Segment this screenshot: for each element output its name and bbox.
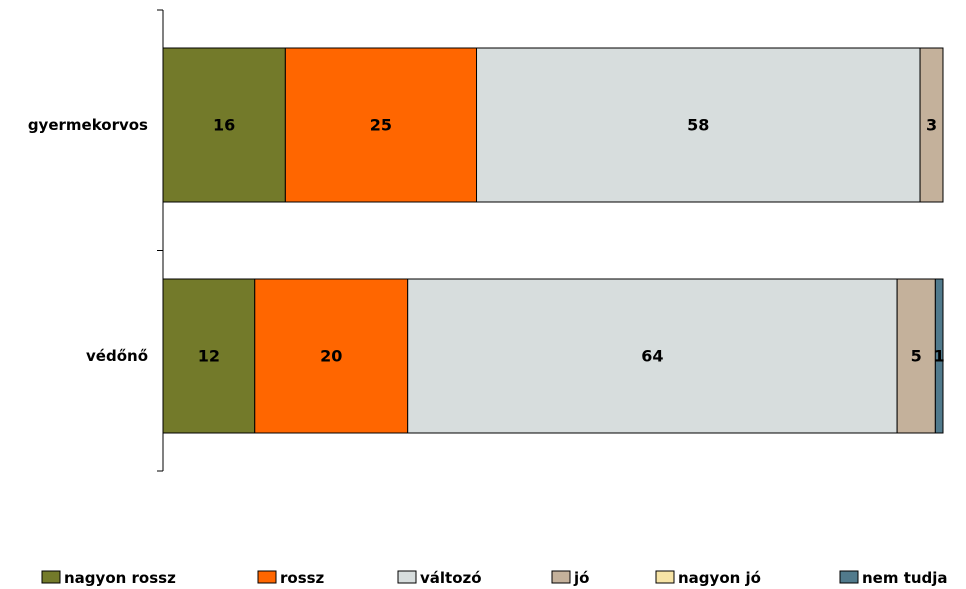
data-label-vedono-jo: 5 [911, 347, 922, 366]
legend-item-nem-tudja: nem tudja [839, 569, 948, 587]
category-labels: gyermekorvos védőnő [28, 116, 148, 365]
data-label-gyermekorvos-jo: 3 [926, 116, 937, 135]
legend-swatch [397, 570, 417, 584]
bar-vedono-nem-tudja [934, 278, 944, 434]
data-label-gyermekorvos-rossz: 25 [370, 116, 392, 135]
category-label-gyermekorvos: gyermekorvos [28, 116, 148, 134]
legend-swatch [551, 570, 571, 584]
legend-swatch [257, 570, 277, 584]
legend-item-valtozo: változó [397, 569, 482, 587]
data-label-vedono-valtozo: 64 [641, 347, 663, 366]
category-axis [157, 9, 164, 472]
legend-label: rossz [280, 569, 325, 587]
bar-gyermekorvos-nagyon-rossz [162, 47, 286, 203]
legend-label: jó [573, 569, 589, 587]
bar-vedono-valtozo [407, 278, 898, 434]
bar-gyermekorvos-valtozo [476, 47, 921, 203]
legend-label: nagyon rossz [64, 569, 176, 587]
legend-label: nagyon jó [678, 569, 761, 587]
data-label-vedono-nem-tudja: 1 [934, 347, 945, 366]
category-label-vedono: védőnő [86, 347, 148, 365]
bar-gyermekorvos-jo [919, 47, 944, 203]
data-label-vedono-rossz: 20 [320, 347, 342, 366]
bar-gyermekorvos-rossz [284, 47, 478, 203]
data-label-gyermekorvos-nagyon-rossz: 16 [213, 116, 235, 135]
data-labels: 16 25 58 3 12 20 64 5 1 [198, 116, 945, 366]
legend-label: nem tudja [862, 569, 948, 587]
data-label-vedono-nagyon-rossz: 12 [198, 347, 220, 366]
legend-swatch [41, 570, 61, 584]
legend-item-nagyon-jo: nagyon jó [655, 569, 761, 587]
legend-swatch [839, 570, 859, 584]
legend-item-jo: jó [551, 569, 589, 587]
bars [162, 47, 944, 434]
legend-label: változó [420, 569, 482, 587]
legend-swatch [655, 570, 675, 584]
legend: nagyon rossz rossz változó jó nagyon jó nem t… [41, 569, 948, 587]
legend-item-rossz: rossz [257, 569, 325, 587]
bar-vedono-nagyon-rossz [162, 278, 256, 434]
legend-item-nagyon-rossz: nagyon rossz [41, 569, 176, 587]
data-label-gyermekorvos-valtozo: 58 [687, 116, 709, 135]
bar-vedono-rossz [254, 278, 409, 434]
